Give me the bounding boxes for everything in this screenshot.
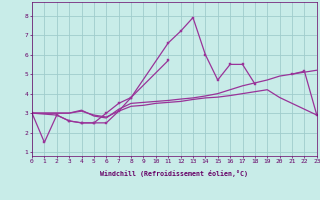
- X-axis label: Windchill (Refroidissement éolien,°C): Windchill (Refroidissement éolien,°C): [100, 170, 248, 177]
